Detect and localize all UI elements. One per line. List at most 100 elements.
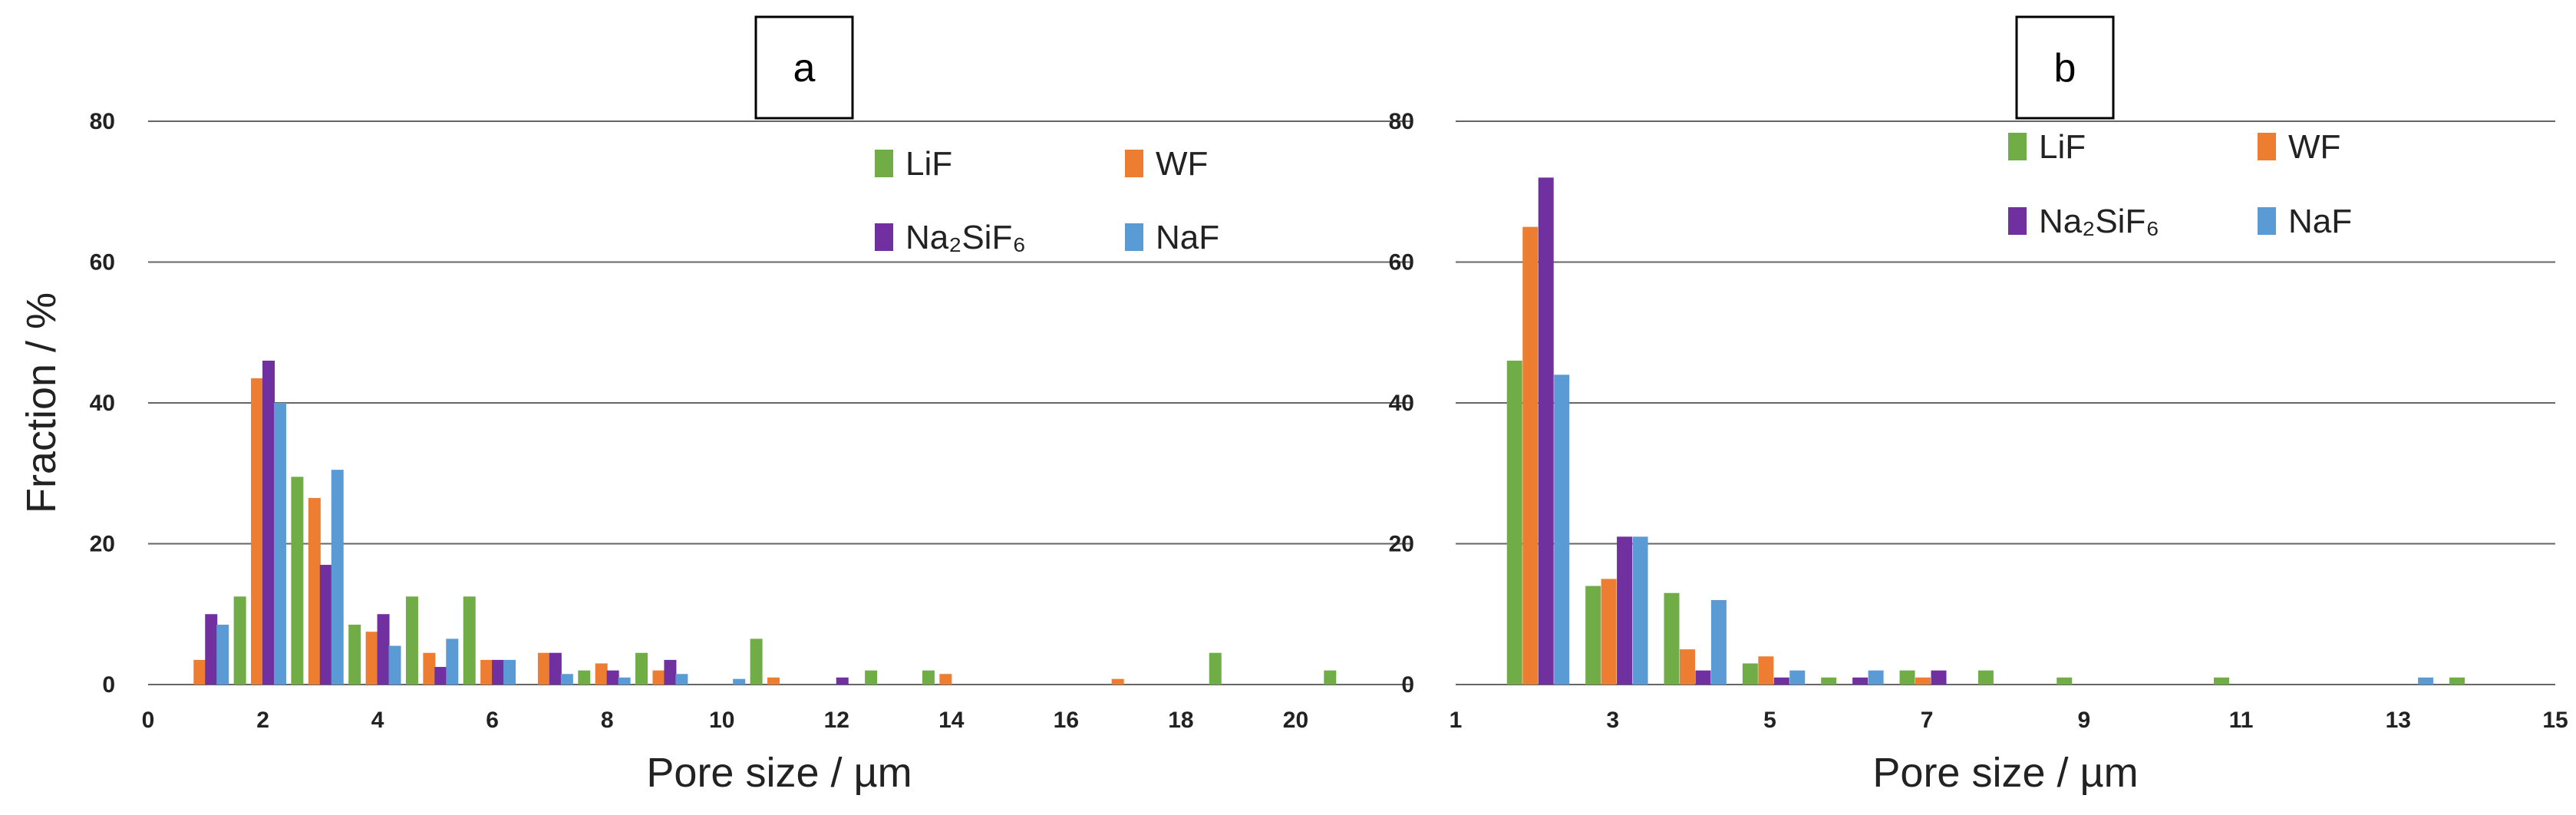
- x-tick-label: 9: [2078, 708, 2091, 733]
- x-axis-label: Pore size / µm: [1872, 750, 2138, 796]
- y-axis-label: Fraction / %: [18, 292, 64, 513]
- x-tick-label: 12: [824, 708, 849, 733]
- legend-label-lif: LiF: [2039, 128, 2086, 166]
- bar-na2sif6: [492, 660, 504, 685]
- bar-na2sif6: [1617, 536, 1632, 685]
- bar-wf: [538, 653, 550, 685]
- bar-lif: [1821, 678, 1836, 685]
- bar-naf: [389, 646, 401, 685]
- bar-naf: [733, 679, 745, 685]
- y-tick-label: 0: [102, 672, 115, 698]
- bar-lif: [2449, 678, 2465, 685]
- bar-lif: [1324, 671, 1336, 685]
- bar-wf: [1601, 579, 1617, 685]
- panel-label: b: [2054, 46, 2076, 91]
- bar-lif: [2057, 678, 2072, 685]
- y-tick-label: 60: [1389, 250, 1414, 276]
- bar-wf: [480, 660, 493, 685]
- x-tick-label: 13: [2386, 708, 2411, 733]
- bar-wf: [1758, 656, 1773, 685]
- bar-naf: [1633, 536, 1648, 685]
- bar-lif: [406, 596, 418, 685]
- legend-swatch-naf: [1125, 223, 1143, 251]
- x-tick-label: 11: [2229, 708, 2254, 733]
- y-tick-label: 60: [90, 250, 115, 276]
- x-tick-label: 4: [371, 708, 384, 733]
- y-tick-label: 80: [90, 109, 115, 134]
- bar-wf: [308, 498, 321, 685]
- x-tick-label: 6: [486, 708, 499, 733]
- bar-lif: [922, 671, 935, 685]
- bar-wf: [1522, 227, 1538, 685]
- bar-na2sif6: [205, 614, 217, 685]
- x-tick-label: 5: [1763, 708, 1776, 733]
- legend-label-naf: NaF: [1156, 219, 1219, 256]
- bar-wf: [1680, 649, 1695, 685]
- bar-wf: [193, 660, 206, 685]
- bar-lif: [1900, 671, 1915, 685]
- bar-lif: [1507, 361, 1522, 685]
- legend-label-naf: NaF: [2288, 203, 2352, 240]
- bar-naf: [618, 678, 631, 685]
- bar-lif: [348, 625, 361, 685]
- bar-naf: [1789, 671, 1805, 685]
- bar-na2sif6: [1931, 671, 1946, 685]
- bar-na2sif6: [1852, 678, 1868, 685]
- bar-wf: [652, 671, 665, 685]
- bar-naf: [1869, 671, 1884, 685]
- bar-na2sif6: [1695, 671, 1710, 685]
- x-tick-label: 15: [2542, 708, 2568, 733]
- bar-naf: [331, 470, 344, 685]
- x-tick-label: 8: [601, 708, 614, 733]
- y-tick-label: 0: [1401, 672, 1414, 698]
- bar-wf: [939, 674, 952, 685]
- bar-lif: [1978, 671, 1994, 685]
- bar-lif: [291, 477, 303, 685]
- bar-naf: [1554, 375, 1569, 685]
- legend-label-na2sif6: Na₂SiF₆: [905, 219, 1026, 256]
- y-tick-label: 40: [90, 391, 115, 416]
- bar-wf: [767, 678, 780, 685]
- x-tick-label: 20: [1283, 708, 1308, 733]
- y-tick-label: 40: [1389, 391, 1414, 416]
- y-tick-label: 20: [90, 532, 115, 557]
- legend-label-wf: WF: [2288, 128, 2340, 166]
- bar-na2sif6: [262, 361, 275, 685]
- y-tick-label: 80: [1389, 109, 1414, 134]
- x-tick-label: 16: [1054, 708, 1079, 733]
- bar-na2sif6: [320, 565, 332, 685]
- bar-wf: [1915, 678, 1931, 685]
- bar-lif: [234, 596, 246, 685]
- bar-naf: [216, 625, 229, 685]
- bar-lif: [1209, 653, 1222, 685]
- bar-na2sif6: [836, 678, 849, 685]
- x-tick-label: 0: [142, 708, 155, 733]
- bar-lif: [463, 596, 476, 685]
- bar-lif: [2214, 678, 2229, 685]
- bar-na2sif6: [434, 667, 447, 685]
- bar-wf: [1112, 679, 1124, 685]
- bar-na2sif6: [1539, 177, 1554, 685]
- bar-na2sif6: [664, 660, 676, 685]
- bar-na2sif6: [378, 614, 390, 685]
- x-tick-label: 1: [1450, 708, 1463, 733]
- legend-label-wf: WF: [1156, 145, 1208, 183]
- legend-swatch-lif: [2008, 133, 2027, 160]
- bar-naf: [561, 674, 573, 685]
- panel-a: 0 2 4 6 8 10 12 14 16 18 20 0 20 40 60 80 Pore size / µm…: [18, 17, 1410, 796]
- bar-na2sif6: [1774, 678, 1789, 685]
- bar-lif: [578, 671, 590, 685]
- bar-naf: [1711, 600, 1727, 685]
- bar-naf: [503, 660, 516, 685]
- bar-naf: [675, 674, 688, 685]
- bar-wf: [595, 663, 608, 685]
- legend-label-lif: LiF: [905, 145, 952, 183]
- legend-swatch-naf: [2258, 207, 2276, 235]
- x-tick-label: 14: [938, 708, 965, 733]
- bar-naf: [446, 638, 458, 685]
- legend-swatch-lif: [875, 150, 893, 177]
- x-tick-label: 7: [1921, 708, 1934, 733]
- legend-swatch-na2sif6: [875, 223, 893, 251]
- x-tick-label: 10: [709, 708, 734, 733]
